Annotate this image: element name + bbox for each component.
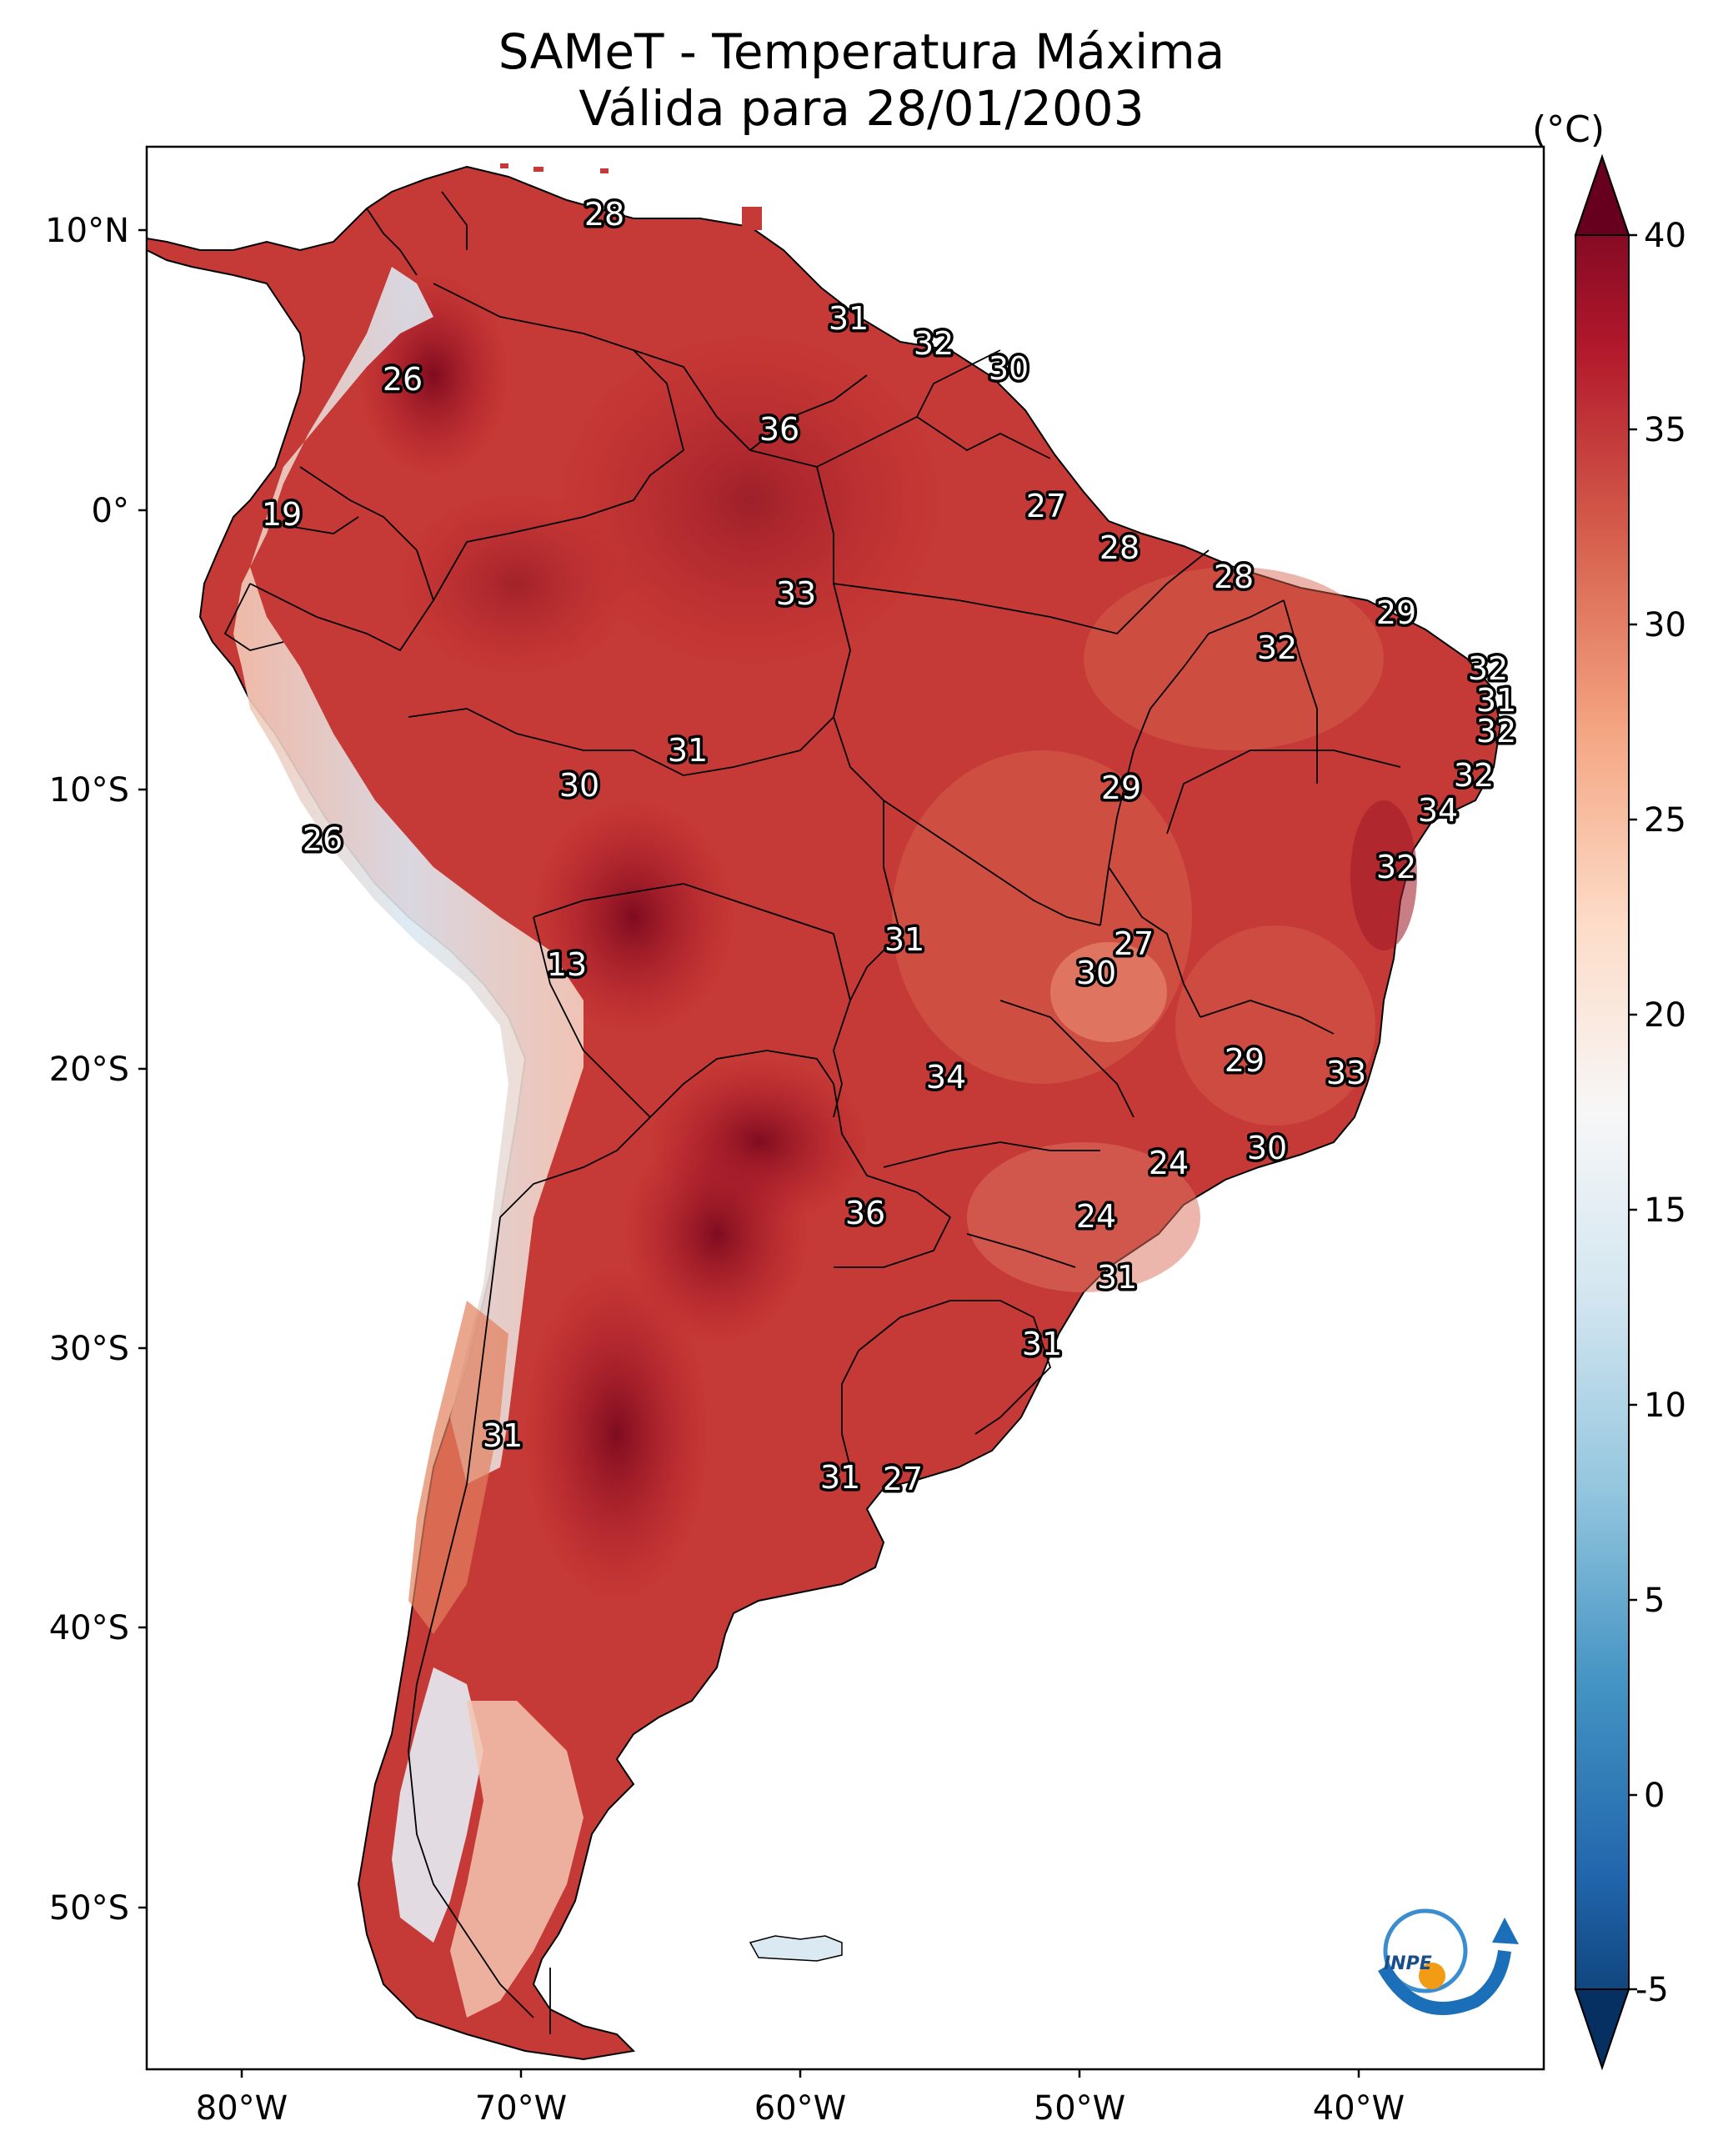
contour-label: 32 xyxy=(1257,629,1297,666)
hot-spot-west-amazon xyxy=(400,492,634,675)
contour-label: 27 xyxy=(883,1461,923,1497)
contour-label: 29 xyxy=(1376,594,1416,631)
contour-label: 36 xyxy=(759,411,799,448)
colorbar-tick-30: 30 xyxy=(1644,606,1686,644)
colorbar: 40 35 30 25 20 15 10 5 0 -5 xyxy=(1574,153,1686,2071)
mild-south-brazil xyxy=(967,1142,1200,1292)
hot-spot-pampas xyxy=(525,1267,709,1601)
contour-label: 32 xyxy=(914,325,954,362)
colorbar-tick-40: 40 xyxy=(1644,217,1686,255)
mild-minas xyxy=(1175,925,1375,1126)
map-title-line-2: Válida para 28/01/2003 xyxy=(579,80,1144,137)
contour-label: 28 xyxy=(1099,529,1139,566)
longitude-axis: 80°W 70°W 60°W 50°W 40°W xyxy=(196,2069,1405,2128)
contour-label: 24 xyxy=(1076,1198,1116,1235)
contour-label: 32 xyxy=(1468,650,1508,687)
contour-label: 31 xyxy=(1476,682,1516,719)
contour-label: 29 xyxy=(1225,1042,1265,1079)
latitude-axis: 10°N 0° 10°S 20°S 30°S 40°S 50°S xyxy=(45,212,147,1928)
contour-label: 27 xyxy=(1026,488,1066,524)
contour-label: 32 xyxy=(1476,713,1516,750)
colorbar-tick-0: 0 xyxy=(1644,1777,1665,1815)
patagonia-mild xyxy=(450,1701,584,2018)
colorbar-bottom-arrow xyxy=(1574,1988,1630,2071)
contour-label: 26 xyxy=(303,821,343,858)
contour-label: 19 xyxy=(262,496,302,533)
lat-tick-40s: 40°S xyxy=(49,1609,129,1647)
contour-label: 34 xyxy=(926,1059,966,1096)
map-title-line-1: SAMeT - Temperatura Máxima xyxy=(498,23,1225,80)
contour-label: 28 xyxy=(584,196,624,233)
contour-label: 24 xyxy=(1149,1145,1189,1181)
lat-tick-50s: 50°S xyxy=(49,1889,129,1928)
contour-label: 30 xyxy=(989,350,1029,387)
lat-tick-10s: 10°S xyxy=(49,771,129,810)
contour-label: 30 xyxy=(559,767,599,804)
contour-label: 28 xyxy=(1214,559,1254,595)
temperature-field xyxy=(358,275,1417,1601)
contour-label: 31 xyxy=(1097,1259,1137,1296)
contour-labels: 28 26 31 32 30 36 19 27 28 33 28 29 32 3… xyxy=(258,193,1519,1501)
caribbean-islands xyxy=(500,163,762,230)
contour-label: 31 xyxy=(1022,1326,1062,1362)
patagonia-cool-strip xyxy=(392,1667,483,1943)
colorbar-body xyxy=(1575,153,1630,2071)
contour-label: 30 xyxy=(1247,1130,1287,1166)
contour-label: 30 xyxy=(1076,955,1116,991)
lon-tick-50w: 50°W xyxy=(1034,2089,1125,2128)
colorbar-tick-25: 25 xyxy=(1644,801,1686,840)
contour-label: 31 xyxy=(884,921,924,958)
hot-spot-north-argentina xyxy=(625,1126,809,1342)
contour-label: 31 xyxy=(483,1417,523,1454)
contour-label: 32 xyxy=(1454,757,1494,794)
colorbar-tick-15: 15 xyxy=(1644,1191,1686,1230)
lon-tick-80w: 80°W xyxy=(196,2089,288,2128)
inpe-logo-text: INPE xyxy=(1384,1953,1432,1974)
colorbar-top-arrow xyxy=(1574,153,1630,236)
lat-tick-20s: 20°S xyxy=(49,1050,129,1089)
inpe-logo: INPE xyxy=(1378,1908,1519,2015)
colorbar-tick-5: 5 xyxy=(1644,1582,1665,1620)
contour-label: 31 xyxy=(820,1459,860,1496)
lat-tick-0: 0° xyxy=(92,492,129,530)
contour-label: 27 xyxy=(1114,925,1154,962)
hot-spot-amazon xyxy=(558,333,942,667)
colorbar-unit: (°C) xyxy=(1532,108,1605,151)
contour-label: 36 xyxy=(845,1195,885,1231)
contour-label: 32 xyxy=(1376,849,1416,885)
lat-tick-10n: 10°N xyxy=(45,212,129,250)
colorbar-tick-35: 35 xyxy=(1644,411,1686,449)
colorbar-tick-20: 20 xyxy=(1644,996,1686,1035)
mild-northeast xyxy=(1084,567,1384,750)
contour-label: 31 xyxy=(829,300,869,337)
contour-label: 33 xyxy=(1326,1055,1366,1091)
hot-bahia-coast xyxy=(1350,800,1417,950)
contour-label: 29 xyxy=(1101,770,1141,806)
lon-tick-60w: 60°W xyxy=(754,2089,846,2128)
chile-coast-mild xyxy=(408,1301,508,1634)
contour-label: 26 xyxy=(383,361,423,398)
contour-label: 34 xyxy=(1418,792,1458,829)
lon-tick-70w: 70°W xyxy=(475,2089,567,2128)
mild-goias xyxy=(1050,942,1167,1042)
contour-label: 31 xyxy=(668,732,708,769)
mild-central-brazil xyxy=(892,750,1192,1084)
falkland-islands xyxy=(749,1935,843,1962)
andes-cool-strip xyxy=(233,267,584,1484)
contour-label: 33 xyxy=(776,575,816,612)
hot-spot-bolivia xyxy=(533,800,734,1034)
contour-label: 13 xyxy=(547,946,587,983)
country-borders xyxy=(223,191,1401,2034)
lon-tick-40w: 40°W xyxy=(1313,2089,1405,2128)
lat-tick-30s: 30°S xyxy=(49,1330,129,1368)
island-trinidad xyxy=(742,207,762,230)
colorbar-tick-minus-5: -5 xyxy=(1635,1971,1669,2009)
colorbar-tick-10: 10 xyxy=(1644,1386,1686,1425)
